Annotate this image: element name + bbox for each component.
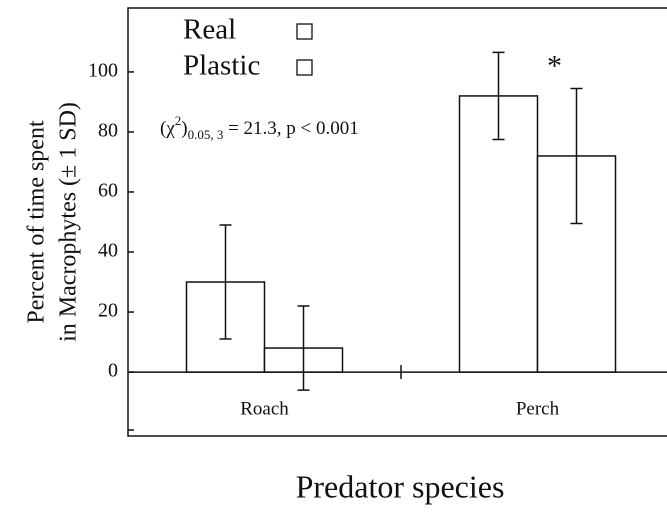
- error-bar: [570, 87, 583, 225]
- x-axis-label: Predator species: [296, 468, 505, 504]
- y-axis-label: Percent of time spent in Macrophytes (± …: [24, 102, 82, 342]
- error-bar: [492, 51, 505, 141]
- stat-part: 0.05, 3: [188, 127, 224, 142]
- legend-swatch: [296, 59, 313, 76]
- error-bar: [219, 224, 232, 340]
- x-tick-label: Roach: [240, 398, 289, 419]
- significance-marker: *: [547, 49, 562, 82]
- y-tick-label: 100: [88, 60, 118, 82]
- stat-part: 2: [175, 113, 182, 128]
- y-tick-label: 60: [98, 180, 118, 202]
- stat-part: = 21.3, p < 0.001: [223, 118, 358, 139]
- y-tick-label: 40: [98, 240, 118, 262]
- y-tick-label: 20: [98, 300, 118, 322]
- y-label-line: Percent of time spent: [24, 120, 50, 324]
- legend-swatch: [296, 23, 313, 40]
- plot-frame: [127, 7, 667, 437]
- legend-label: Real: [183, 14, 236, 46]
- legend-label: Plastic: [183, 50, 260, 82]
- error-bar: [297, 305, 310, 391]
- x-tick-label: Perch: [516, 398, 560, 419]
- y-label-line: in Macrophytes (± 1 SD): [56, 102, 82, 342]
- y-tick-label: 80: [98, 120, 118, 142]
- y-tick-label: 0: [108, 360, 118, 382]
- stat-annotation: (χ2)0.05, 3 = 21.3, p < 0.001: [160, 113, 359, 142]
- stat-part: (χ: [160, 118, 175, 139]
- stat-part: ): [181, 118, 187, 139]
